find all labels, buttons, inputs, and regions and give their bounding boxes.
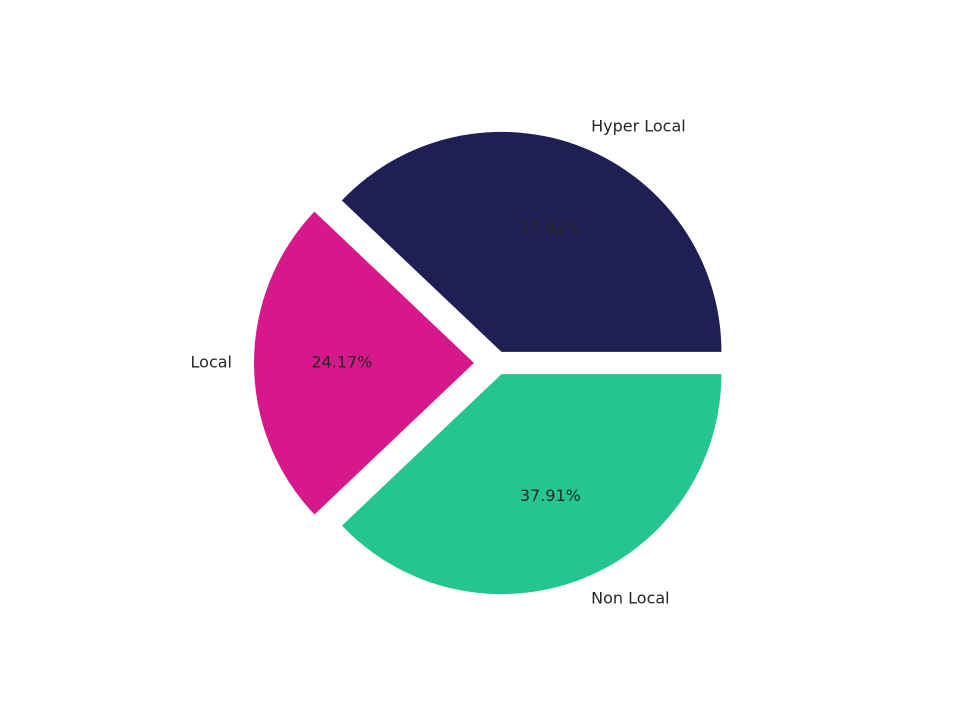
slice-label-non-local: Non Local xyxy=(591,588,669,607)
slice-percent-non-local: 37.91% xyxy=(520,486,581,505)
slice-label-hyper-local: Hyper Local xyxy=(591,117,686,136)
slice-label-local: Local xyxy=(191,353,232,372)
pie-slice-local xyxy=(253,211,474,515)
labels-layer: Hyper Local 37.92% Local 24.17% Non Local 37.… xyxy=(191,117,686,608)
slice-percent-local: 24.17% xyxy=(311,353,372,372)
slices-layer xyxy=(253,131,722,595)
pie-slice-non-local xyxy=(341,374,722,595)
slice-percent-hyper-local: 37.92% xyxy=(520,219,581,238)
pie-slice-hyper-local xyxy=(341,131,722,352)
